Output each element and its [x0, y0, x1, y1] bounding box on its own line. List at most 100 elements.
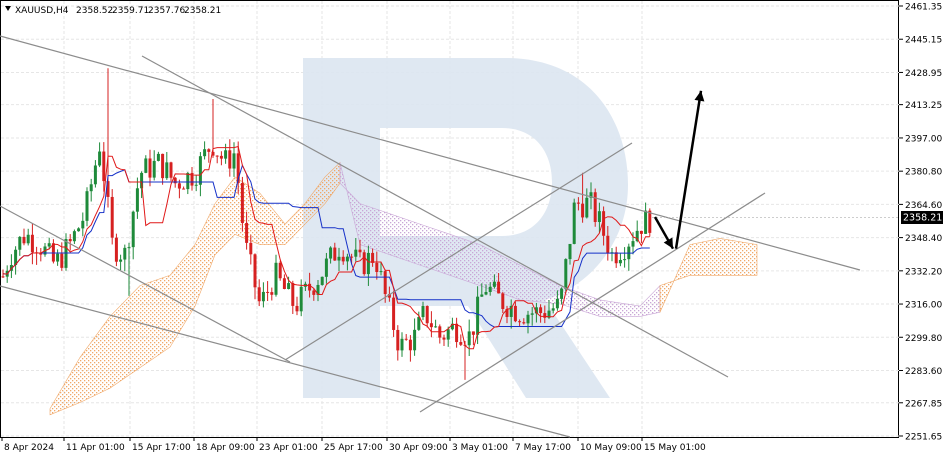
candle-body	[26, 234, 30, 244]
candle-body	[602, 211, 606, 236]
candle	[429, 311, 433, 338]
candle	[26, 228, 30, 246]
candle	[123, 244, 127, 272]
candle	[211, 98, 215, 158]
candle	[169, 161, 173, 182]
candle-body	[156, 153, 160, 161]
trend-line[interactable]	[284, 142, 633, 361]
candle-body	[362, 252, 366, 275]
candle-body	[387, 294, 391, 298]
candle-body	[114, 237, 118, 262]
current-price-label: 2358.21	[901, 211, 943, 224]
candle-body	[119, 259, 123, 262]
candle	[618, 253, 622, 267]
candle	[207, 148, 211, 163]
candle	[459, 334, 463, 347]
candle-body	[450, 323, 454, 330]
trend-line[interactable]	[0, 285, 571, 438]
candle	[282, 274, 286, 290]
candle-body	[68, 239, 72, 242]
candle	[316, 280, 320, 302]
candle-body	[93, 165, 97, 185]
candle-body	[354, 249, 358, 257]
ohlc-open: 2358.52	[76, 6, 113, 16]
candle-body	[135, 188, 139, 212]
candle-body	[350, 256, 354, 258]
candle-body	[513, 305, 517, 322]
candle-body	[329, 247, 333, 259]
candle	[421, 301, 425, 321]
candle-body	[446, 329, 450, 340]
candle-body	[593, 192, 597, 223]
trend-line[interactable]	[141, 55, 729, 378]
candle	[455, 317, 459, 348]
candle-body	[245, 223, 249, 243]
symbol-dropdown-icon[interactable]	[5, 6, 11, 11]
forecast-arrow-down[interactable]	[653, 216, 675, 250]
candle-body	[228, 150, 232, 169]
candle	[270, 287, 274, 301]
candle	[392, 290, 396, 337]
x-tick-label: 30 Apr 09:00	[389, 443, 448, 453]
candle-body	[413, 329, 417, 351]
candle	[560, 287, 564, 305]
candle-body	[425, 306, 429, 324]
candle-body	[551, 308, 555, 311]
candle-body	[198, 156, 202, 185]
candle	[509, 299, 513, 329]
candle	[396, 325, 400, 361]
candle-body	[518, 321, 522, 323]
candle	[257, 279, 261, 307]
candle-body	[177, 183, 181, 189]
candle-body	[316, 284, 320, 295]
candle	[434, 319, 438, 328]
candle	[371, 248, 375, 267]
candle-body	[1, 276, 5, 278]
candle	[81, 212, 85, 237]
candle	[274, 254, 278, 297]
candle-body	[72, 231, 76, 242]
candle	[543, 305, 547, 324]
candle-body	[614, 252, 618, 264]
candle	[106, 68, 110, 208]
candle	[425, 305, 429, 328]
y-tick-label: 2332.20	[905, 267, 942, 277]
candle-body	[501, 293, 505, 309]
candle-body	[60, 253, 64, 268]
candle	[345, 253, 349, 271]
candle-body	[110, 196, 114, 238]
candle	[597, 202, 601, 233]
candle	[337, 247, 341, 271]
candle	[161, 153, 165, 185]
candle-body	[383, 271, 387, 295]
x-tick-label: 11 Apr 01:00	[66, 443, 125, 453]
candle	[568, 243, 572, 265]
y-tick-label: 2316.00	[905, 301, 942, 311]
candle-body	[215, 155, 219, 157]
candle-body	[81, 220, 85, 229]
candle-body	[530, 313, 534, 315]
candle-body	[190, 172, 194, 186]
candle-body	[261, 291, 265, 302]
candle-body	[560, 288, 564, 299]
candle	[110, 189, 114, 245]
candle-body	[186, 172, 190, 190]
candle	[408, 335, 412, 362]
candle	[446, 326, 450, 347]
forecast-arrow-up[interactable]	[674, 90, 705, 249]
candle-body	[182, 188, 186, 190]
candle-body	[631, 241, 635, 247]
forecast-arrows	[653, 90, 705, 250]
trend-line[interactable]	[419, 192, 766, 413]
candle	[114, 233, 118, 267]
candle-body	[320, 276, 324, 285]
trend-line[interactable]	[0, 35, 861, 271]
x-tick-label: 10 May 09:00	[580, 443, 642, 453]
candle	[555, 290, 559, 311]
candle	[219, 151, 223, 166]
trend-line[interactable]	[0, 205, 291, 363]
candle-body	[597, 211, 601, 223]
candle-body	[324, 258, 328, 277]
candle-body	[497, 281, 501, 294]
candle	[329, 246, 333, 264]
